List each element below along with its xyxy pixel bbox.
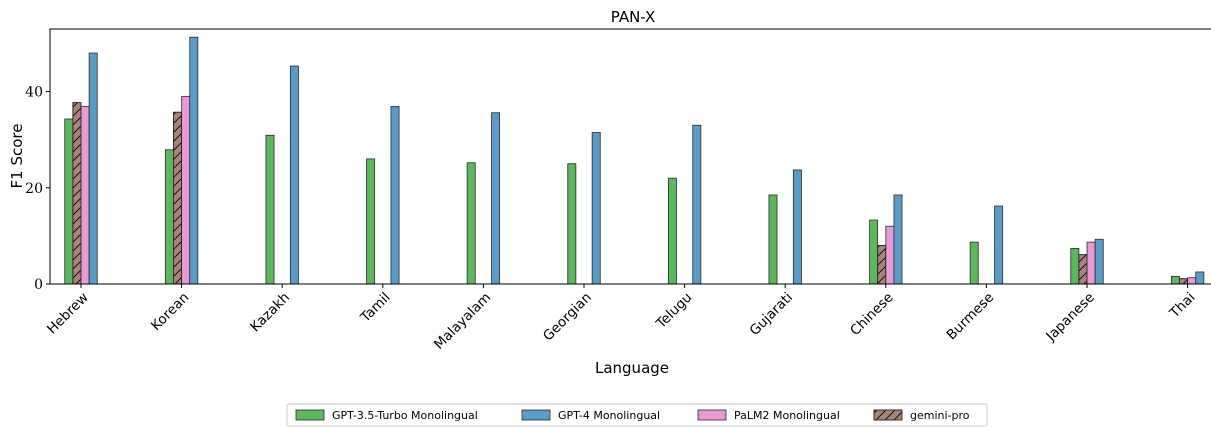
x-tick-label-thai: Thai xyxy=(1166,290,1198,322)
y-ticks-layer: 0 20 40 xyxy=(25,85,50,293)
bar-gpt-4-monolingual-telugu xyxy=(692,124,702,285)
legend-items: GPT-3.5-Turbo Monolingual GPT-4 Monolingu… xyxy=(295,409,970,422)
x-tick-label-chinese: Chinese xyxy=(847,290,896,339)
bar-gpt-4-monolingual-gujarati xyxy=(792,169,802,285)
bar-gpt-4-monolingual-kazakh xyxy=(289,65,299,285)
bar-hatch-gemini-pro-hebrew xyxy=(72,102,82,285)
bar-gpt-4-monolingual-chinese xyxy=(893,194,903,285)
bar-gpt-4-monolingual-malayalam xyxy=(491,112,501,285)
legend-label-gpt-4-monolingual: GPT-4 Monolingual xyxy=(558,409,660,422)
legend-swatch-palm2-monolingual xyxy=(697,409,727,421)
x-tick-label-telugu: Telugu xyxy=(653,290,696,333)
bar-palm2-monolingual-hebrew xyxy=(80,106,90,285)
legend-swatch-gpt-4-monolingual xyxy=(521,409,551,421)
plot-frame xyxy=(49,28,1211,285)
bar-hatch-gemini-pro-chinese xyxy=(877,245,887,285)
bar-gpt-3-5-turbo-monolingual-telugu xyxy=(667,177,677,285)
bar-gpt-4-monolingual-georgian xyxy=(591,132,601,285)
x-tick-label-kazakh: Kazakh xyxy=(247,290,293,336)
legend-swatch-hatch-gemini-pro xyxy=(873,409,903,421)
bar-gpt-3-5-turbo-monolingual-malayalam xyxy=(466,162,476,285)
bar-gpt-4-monolingual-korean xyxy=(189,36,199,285)
bar-palm2-monolingual-korean xyxy=(181,95,191,285)
bar-hatch-gemini-pro-japanese xyxy=(1078,254,1088,285)
y-tick-label-0: 0 xyxy=(34,277,43,293)
legend-label-gemini-pro: gemini-pro xyxy=(910,409,970,422)
bar-gpt-4-monolingual-thai xyxy=(1195,271,1205,285)
bar-gpt-3-5-turbo-monolingual-tamil xyxy=(366,158,376,285)
chart-title: PAN-X xyxy=(611,8,656,26)
x-tick-label-georgian: Georgian xyxy=(540,290,595,345)
x-tick-label-hebrew: Hebrew xyxy=(44,290,92,338)
bar-gpt-3-5-turbo-monolingual-hebrew xyxy=(64,118,74,285)
bar-gpt-3-5-turbo-monolingual-georgian xyxy=(567,163,577,285)
bar-gpt-3-5-turbo-monolingual-gujarati xyxy=(768,194,778,285)
x-tick-label-malayalam: Malayalam xyxy=(431,290,494,353)
bar-gpt-4-monolingual-japanese xyxy=(1094,238,1104,285)
bar-hatch-gemini-pro-thai xyxy=(1179,278,1188,285)
y-axis-label: F1 Score xyxy=(8,124,26,189)
bar-hatch-gemini-pro-korean xyxy=(173,111,182,285)
x-tick-label-gujarati: Gujarati xyxy=(747,290,796,339)
legend-label-gpt-3-5-turbo-monolingual: GPT-3.5-Turbo Monolingual xyxy=(332,409,478,422)
legend-swatch-gpt-3-5-turbo-monolingual xyxy=(295,409,325,421)
bar-palm2-monolingual-japanese xyxy=(1086,241,1096,285)
bars-layer xyxy=(64,36,1205,285)
x-tick-label-korean: Korean xyxy=(148,290,192,334)
legend-frame xyxy=(286,403,988,427)
legend-label-palm2-monolingual: PaLM2 Monolingual xyxy=(734,409,840,422)
bar-gpt-4-monolingual-burmese xyxy=(994,205,1004,285)
x-axis-label: Language xyxy=(595,359,669,377)
y-tick-label-40: 40 xyxy=(25,85,43,101)
bar-gpt-3-5-turbo-monolingual-thai xyxy=(1170,275,1180,285)
y-tick-label-20: 20 xyxy=(25,181,43,197)
bar-gpt-4-monolingual-tamil xyxy=(390,106,400,285)
bar-gpt-3-5-turbo-monolingual-japanese xyxy=(1070,247,1080,285)
bar-gpt-3-5-turbo-monolingual-chinese xyxy=(869,219,879,285)
x-tick-label-burmese: Burmese xyxy=(944,290,998,344)
bar-gpt-3-5-turbo-monolingual-kazakh xyxy=(265,134,275,285)
bar-gpt-3-5-turbo-monolingual-korean xyxy=(164,149,174,285)
bar-palm2-monolingual-thai xyxy=(1187,277,1197,285)
x-tick-label-japanese: Japanese xyxy=(1042,290,1097,345)
bar-palm2-monolingual-chinese xyxy=(885,225,895,285)
bar-gpt-4-monolingual-hebrew xyxy=(88,52,98,285)
legend: GPT-3.5-Turbo Monolingual GPT-4 Monolingu… xyxy=(286,403,988,427)
x-tick-label-tamil: Tamil xyxy=(357,290,394,327)
x-ticks-layer: Hebrew Korean Kazakh Tamil Malayalam Georgian… xyxy=(44,284,1198,353)
bar-gpt-3-5-turbo-monolingual-burmese xyxy=(969,241,979,285)
